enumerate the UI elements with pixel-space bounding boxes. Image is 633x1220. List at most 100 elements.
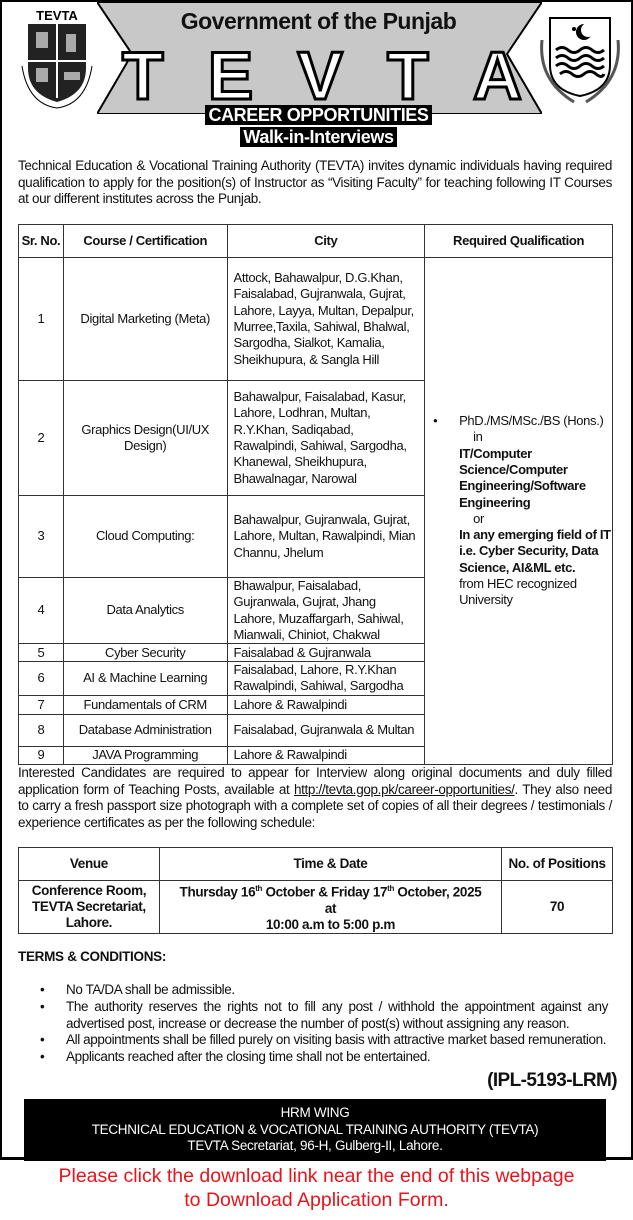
term-item: Applicants reached after the closing tim… [40,1049,440,1066]
or-word: or [473,510,484,526]
instructions-text: . They also need to carry a fresh passpo… [18,781,612,830]
header-course: Course / Certification [62,224,228,258]
city-cell: Lahore & Rawalpindi [226,745,426,765]
intro-paragraph: Technical Education & Vocational Trainin… [18,158,612,206]
sr-cell: 9 [18,745,64,765]
degrees: PhD./MS/MSc./BS (Hons.) [459,413,604,429]
date-cell: Thursday 16th October & Friday 17th Octo… [158,879,503,935]
city-cell: Faisalabad & Gujranwala [226,643,426,663]
reference-code: (IPL-5193-LRM) [487,1070,617,1091]
ordinal: th [255,884,263,893]
term-item: The authority reserves the rights not to… [40,999,608,1033]
header-sr: Sr. No. [18,224,64,258]
table-row: 7 Fundamentals of CRM Lahore & Rawalpind… [18,694,613,715]
field-it: IT/Computer Science/Computer Engineering… [459,445,586,510]
header-venue: Venue [18,847,160,881]
venue-line: Lahore. [65,915,113,931]
sr-cell: 4 [18,576,64,645]
table-row: 8 Database Administration Faisalabad, Gu… [18,713,613,747]
course-cell: Cyber Security [62,643,228,663]
table-header-row: Sr. No. Course / Certification City Requ… [18,224,613,258]
schedule-table: Venue Time & Date No. of Positions Confe… [18,847,613,935]
qualification-item: PhD./MS/MSc./BS (Hons.) in IT/Computer S… [433,413,612,609]
tevta-wordmark: T E V T A [121,38,524,114]
header-positions: No. of Positions [501,847,613,881]
course-cell: Graphics Design(UI/UX Design) [62,380,228,496]
headline-title: CAREER OPPORTUNITIES [2,105,633,126]
terms-title: TERMS & CONDITIONS: [18,949,167,964]
letter: T [386,38,431,114]
course-cell: AI & Machine Learning [62,661,228,696]
positions-cell: 70 [501,879,613,935]
headline-subtitle: Walk-in-Interviews [2,127,633,148]
header-city: City [226,224,426,258]
table-row: 2 Graphics Design(UI/UX Design) Bahawalp… [18,380,613,496]
term-item: No TA/DA shall be admissible. [40,982,608,999]
venue-line: Conference Room, [31,882,147,898]
footer-line: TECHNICAL EDUCATION & VOCATIONAL TRAININ… [91,1121,539,1137]
terms-list: No TA/DA shall be admissible. The author… [40,982,608,1066]
schedule-row: Conference Room, TEVTA Secretariat, Lahore… [18,879,613,935]
city-cell: Bhawalpur, Faisalabad, Gujranwala, Gujra… [226,576,426,645]
headline-subtitle-text: Walk-in-Interviews [240,127,397,147]
table-row: 5 Cyber Security Faisalabad & Gujranwala [18,643,613,663]
date-text: October, 2025 [394,884,482,900]
time-text: 10:00 a.m to 5:00 p.m [265,917,396,933]
notice-line: to Download Application Form. [184,1189,449,1211]
footer-box: HRM WING TECHNICAL EDUCATION & VOCATIONA… [24,1099,606,1161]
course-cell: Database Administration [62,713,228,747]
at-word: at [324,900,337,916]
letter: T [121,38,166,114]
letter: V [296,38,344,114]
table-row: 9 JAVA Programming Lahore & Rawalpindi [18,745,613,765]
course-cell: JAVA Programming [62,745,228,765]
ordinal: th [387,884,394,893]
course-cell: Cloud Computing: [62,495,228,578]
hec-note: from HEC recognized University [459,576,577,608]
instructions-paragraph: Interested Candidates are required to ap… [18,765,612,831]
career-link[interactable]: http://tevta.gop.pk/career-opportunities… [293,781,515,797]
in-word: in [473,429,483,445]
footer-line: TEVTA Secretariat, 96-H, Gulberg-II, Lah… [187,1138,443,1153]
date-text: October & Friday 17 [262,884,388,900]
qualification-cell: PhD./MS/MSc./BS (Hons.) in IT/Computer S… [424,257,613,765]
term-item: All appointments shall be filled purely … [40,1032,608,1049]
footer-line: HRM WING [280,1105,350,1120]
tevta-logo: TEVTA [21,8,93,109]
city-cell: Bahawalpur, Faisalabad, Kasur, Lahore, L… [226,380,426,496]
city-cell: Faisalabad, Gujranwala & Multan [226,713,426,747]
course-cell: Data Analytics [62,576,228,645]
field-emerging: In any emerging field of IT i.e. Cyber S… [459,527,611,575]
venue-line: TEVTA Secretariat, [32,899,146,915]
courses-table: Sr. No. Course / Certification City Requ… [18,224,613,765]
sr-cell: 6 [18,661,64,696]
headline-title-text: CAREER OPPORTUNITIES [205,105,432,125]
letter: E [206,38,254,114]
city-cell: Lahore & Rawalpindi [226,694,426,715]
header-qualification: Required Qualification [424,224,613,258]
sr-cell: 3 [18,495,64,578]
schedule-header-row: Venue Time & Date No. of Positions [18,847,613,881]
letter: A [471,38,523,114]
advertisement: Government of the Punjab T E V T A TEVTA… [0,0,633,1160]
instructions-text: Interested Candidates are required to ap… [18,765,612,797]
government-title: Government of the Punjab [180,8,457,34]
table-row: 4 Data Analytics Bhawalpur, Faisalabad, … [18,576,613,645]
sr-cell: 1 [18,257,64,381]
download-notice: Please click the download link near the … [0,1164,633,1212]
city-cell: Attock, Bahawalpur, D.G.Khan, Faisalabad… [226,257,426,381]
sr-cell: 2 [18,380,64,496]
city-cell: Bahawalpur, Gujranwala, Gujrat, Lahore, … [226,495,426,578]
header-band [97,2,542,114]
course-cell: Digital Marketing (Meta) [62,257,228,381]
svg-text:TEVTA: TEVTA [36,8,78,23]
punjab-emblem [540,17,620,104]
header-time-date: Time & Date [158,847,503,881]
course-cell: Fundamentals of CRM [62,694,228,715]
sr-cell: 8 [18,713,64,747]
date-text: Thursday 16 [179,884,256,900]
venue-cell: Conference Room, TEVTA Secretariat, Lahore… [18,879,160,935]
notice-line: Please click the download link near the … [58,1165,575,1187]
table-row: 6 AI & Machine Learning Faisalabad, Laho… [18,661,613,696]
sr-cell: 5 [18,643,64,663]
